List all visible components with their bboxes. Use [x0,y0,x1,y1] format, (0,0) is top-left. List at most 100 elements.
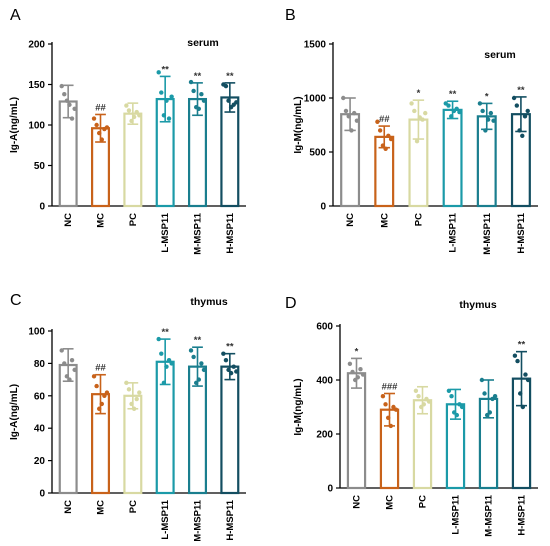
data-point [491,118,496,123]
data-point [94,383,99,389]
data-point [393,407,399,412]
x-tick-label: PC [128,500,139,513]
data-point [380,394,386,399]
data-point [375,119,380,124]
data-point [102,393,107,398]
y-tick-label: 60 [34,391,46,402]
data-point [188,79,194,85]
y-tick-label: 80 [34,359,46,370]
data-point [421,402,427,407]
data-point [124,103,129,108]
significance-marker: ** [518,340,526,351]
data-point [97,406,102,411]
panel-b: Bserum050010001500Ig-M(ng/mL)NC##MC*PC**… [285,7,538,255]
data-point [520,404,526,410]
data-point [449,114,454,119]
data-point [388,423,394,429]
x-tick-label: PC [413,213,424,226]
significance-marker: * [417,88,421,99]
data-point [454,106,459,112]
x-tick-label: M-MSP11 [482,212,493,254]
data-point [487,410,493,415]
data-point [412,108,417,114]
y-tick-label: 600 [316,322,333,333]
data-point [525,377,531,383]
x-tick-label: L-MSP11 [160,212,171,252]
data-point [409,101,414,106]
data-point [166,357,172,363]
data-point [64,374,70,379]
data-point [201,98,207,103]
data-point [511,95,517,101]
data-point [99,401,104,407]
x-tick-label: NC [345,213,356,227]
data-point [104,390,110,395]
data-point [169,361,174,366]
data-point [159,351,164,356]
data-point [416,394,421,399]
bar-nc [58,363,78,495]
bar-pc [123,112,143,208]
data-point [426,399,432,404]
data-point [131,406,137,411]
x-tick-label: MC [385,495,396,510]
data-point [514,103,520,108]
data-point [477,101,483,106]
data-point [517,128,522,133]
bar-nc [346,372,367,490]
data-point [355,375,361,380]
data-point [488,110,494,116]
significance-marker: ## [95,363,106,374]
data-point [191,88,196,94]
data-point [446,103,451,108]
data-point [383,402,388,407]
data-point [137,113,142,118]
y-axis-label: Ig-M(ng/mL) [293,96,304,153]
data-point [223,357,229,363]
data-point [234,100,239,105]
x-tick-label: H-MSP11 [225,212,236,253]
data-point [159,90,164,95]
data-point [525,108,530,114]
data-point [69,357,75,363]
data-point [156,336,161,342]
data-point [59,83,64,89]
data-point [512,353,518,358]
data-point [196,377,201,382]
x-tick-label: H-MSP11 [225,499,236,540]
data-point [386,133,391,138]
panel-letter: C [10,292,22,309]
significance-marker: ** [161,64,169,75]
x-tick-label: L-MSP11 [451,494,462,534]
data-point [492,394,498,399]
data-point [423,110,428,116]
bar-h-msp11 [220,96,240,208]
data-point [449,394,454,399]
x-tick-label: NC [63,213,74,227]
data-point [137,390,142,395]
data-point [59,348,64,353]
data-point [451,410,457,415]
y-tick-label: 40 [34,424,46,435]
x-tick-label: H-MSP11 [516,212,527,253]
data-point [385,415,391,420]
data-point [480,108,485,114]
significance-marker: ** [194,71,202,82]
y-tick-label: 200 [316,430,333,441]
data-point [126,108,132,113]
data-point [69,116,75,121]
panel-annotation: serum [187,37,219,49]
data-point [72,367,77,373]
data-point [391,404,396,410]
data-point [351,110,357,116]
panel-letter: B [285,7,296,24]
data-point [454,412,460,418]
significance-marker: ** [226,71,234,82]
data-point [91,374,97,379]
data-point [194,380,199,386]
x-tick-label: NC [63,500,74,514]
